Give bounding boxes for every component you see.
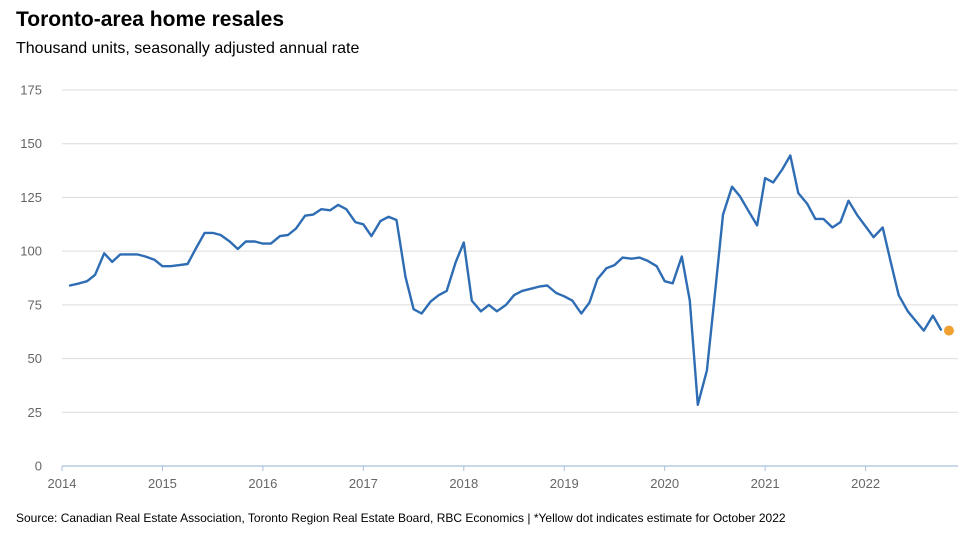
estimate-point bbox=[943, 325, 954, 336]
x-tick-label-2021: 2021 bbox=[751, 476, 780, 491]
series-lines bbox=[68, 154, 943, 406]
axes bbox=[61, 465, 958, 471]
x-tick-label-2017: 2017 bbox=[349, 476, 378, 491]
x-tick-label-2018: 2018 bbox=[449, 476, 478, 491]
x-axis-tick-labels: 2014 2015 2016 2017 2018 2019 2020 2021 2022 bbox=[48, 476, 881, 491]
y-tick-label-175: 175 bbox=[20, 83, 42, 98]
chart-subtitle: Thousand units, seasonally adjusted annu… bbox=[16, 40, 360, 57]
y-tick-label-0: 0 bbox=[35, 459, 42, 474]
y-tick-label-100: 100 bbox=[20, 244, 42, 259]
line-chart: 0 25 50 75 100 125 150 175 2014 2015 2016 2017 2018… bbox=[20, 83, 958, 491]
y-tick-label-50: 50 bbox=[28, 351, 42, 366]
source-note: Source: Canadian Real Estate Association… bbox=[16, 511, 786, 525]
x-tick-label-2014: 2014 bbox=[48, 476, 77, 491]
x-tick-label-2016: 2016 bbox=[248, 476, 277, 491]
chart-title: Toronto-area home resales bbox=[16, 8, 285, 31]
estimate-markers bbox=[943, 325, 954, 336]
y-axis-tick-labels: 0 25 50 75 100 125 150 175 bbox=[20, 83, 42, 474]
x-tick-label-2019: 2019 bbox=[550, 476, 579, 491]
y-tick-label-150: 150 bbox=[20, 136, 42, 151]
y-tick-label-25: 25 bbox=[28, 405, 42, 420]
y-tick-label-75: 75 bbox=[28, 297, 42, 312]
x-tick-label-2020: 2020 bbox=[650, 476, 679, 491]
series-line-1 bbox=[68, 154, 943, 406]
x-tick-label-2015: 2015 bbox=[148, 476, 177, 491]
gridlines bbox=[62, 89, 958, 413]
y-tick-label-125: 125 bbox=[20, 190, 42, 205]
x-tick-label-2022: 2022 bbox=[851, 476, 880, 491]
